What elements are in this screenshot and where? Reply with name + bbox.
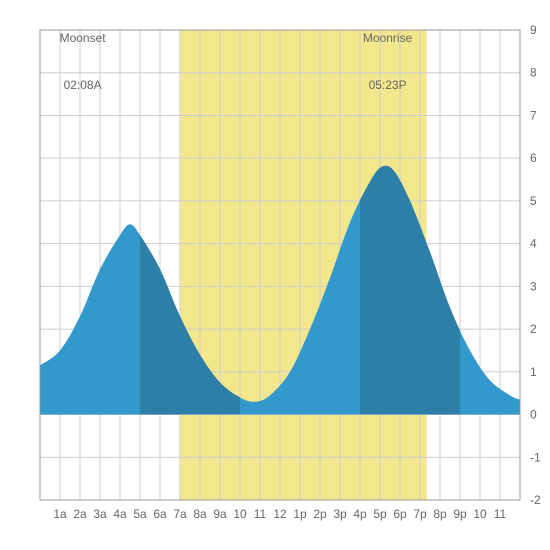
svg-text:1a: 1a (53, 507, 67, 521)
svg-text:2a: 2a (73, 507, 87, 521)
svg-text:5a: 5a (133, 507, 147, 521)
svg-text:7a: 7a (173, 507, 187, 521)
svg-text:5: 5 (530, 194, 537, 208)
svg-text:6: 6 (530, 151, 537, 165)
svg-text:4a: 4a (113, 507, 127, 521)
svg-text:9: 9 (530, 23, 537, 37)
svg-text:8: 8 (530, 66, 537, 80)
svg-text:-1: -1 (530, 450, 541, 464)
moonrise-annotation: Moonrise 05:23P (353, 0, 423, 125)
moonset-annotation: Moonset 02:08A (48, 0, 118, 125)
svg-text:3p: 3p (333, 507, 347, 521)
svg-text:4p: 4p (353, 507, 367, 521)
moonrise-label: Moonrise (353, 31, 423, 47)
svg-text:2p: 2p (313, 507, 327, 521)
svg-text:4: 4 (530, 237, 537, 251)
svg-text:6a: 6a (153, 507, 167, 521)
svg-text:7: 7 (530, 108, 537, 122)
svg-text:12: 12 (273, 507, 287, 521)
svg-text:8p: 8p (433, 507, 447, 521)
svg-text:7p: 7p (413, 507, 427, 521)
moonset-label: Moonset (48, 31, 118, 47)
svg-text:1: 1 (530, 365, 537, 379)
tide-moon-chart: 1a2a3a4a5a6a7a8a9a1011121p2p3p4p5p6p7p8p… (0, 0, 550, 550)
svg-text:10: 10 (233, 507, 247, 521)
x-tick-labels: 1a 2a 3a 4a 5a 6a 7a 8a 9a 10 11 12 1p 2p 3p 4p 5p 6p 7p 8p… (53, 507, 506, 521)
svg-text:-2: -2 (530, 493, 541, 507)
svg-text:3: 3 (530, 279, 537, 293)
svg-text:5p: 5p (373, 507, 387, 521)
moonset-time: 02:08A (48, 78, 118, 94)
svg-text:1p: 1p (293, 507, 307, 521)
svg-text:2: 2 (530, 322, 537, 336)
svg-text:6p: 6p (393, 507, 407, 521)
svg-text:8a: 8a (193, 507, 207, 521)
svg-text:9a: 9a (213, 507, 227, 521)
svg-text:3a: 3a (93, 507, 107, 521)
svg-text:9p: 9p (453, 507, 467, 521)
svg-text:11: 11 (494, 507, 507, 521)
svg-text:0: 0 (530, 408, 537, 422)
svg-text:10: 10 (473, 507, 487, 521)
moonrise-time: 05:23P (353, 78, 423, 94)
svg-text:11: 11 (254, 507, 267, 521)
y-tick-labels: -2 -1 0 1 2 3 4 5 6 7 8 9 (530, 23, 541, 507)
